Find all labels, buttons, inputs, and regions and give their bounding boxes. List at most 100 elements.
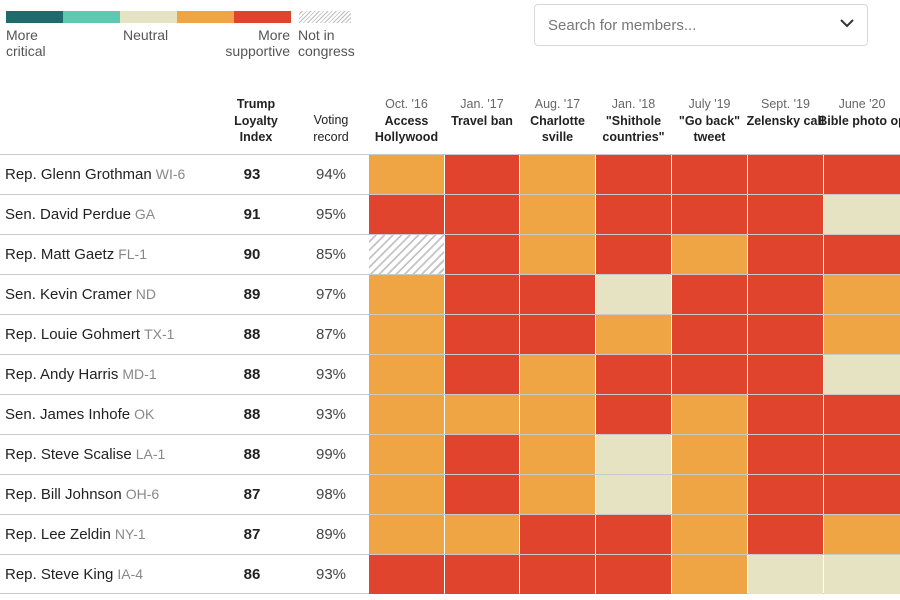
legend-swatch-neutral (120, 11, 177, 23)
rating-cell-more-supportive[interactable] (596, 155, 671, 194)
search-input[interactable] (546, 15, 839, 35)
table-row[interactable]: Rep. Louie Gohmert TX-1 88 87% (0, 314, 900, 354)
rating-cell-supportive[interactable] (596, 315, 671, 354)
rating-cell-more-supportive[interactable] (824, 155, 900, 194)
rating-cell-supportive[interactable] (672, 515, 747, 554)
chevron-down-icon[interactable] (839, 16, 855, 34)
rating-cell-more-supportive[interactable] (596, 355, 671, 394)
rating-cell-supportive[interactable] (369, 475, 444, 514)
rating-cell-more-supportive[interactable] (445, 235, 519, 274)
table-row[interactable]: Rep. Matt Gaetz FL-1 90 85% (0, 234, 900, 274)
rating-cell-more-supportive[interactable] (748, 275, 823, 314)
rating-cell-more-supportive[interactable] (748, 155, 823, 194)
rating-cell-more-supportive[interactable] (748, 355, 823, 394)
rating-cell-more-supportive[interactable] (445, 155, 519, 194)
rating-cell-supportive[interactable] (520, 155, 595, 194)
rating-cell-supportive[interactable] (520, 435, 595, 474)
rating-cell-neutral[interactable] (596, 275, 671, 314)
rating-cell-supportive[interactable] (520, 195, 595, 234)
rating-cell-supportive[interactable] (672, 555, 747, 594)
rating-cell-more-supportive[interactable] (445, 355, 519, 394)
rating-cell-more-supportive[interactable] (748, 435, 823, 474)
rating-cell-supportive[interactable] (520, 235, 595, 274)
rating-cell-neutral[interactable] (824, 355, 900, 394)
rating-cell-more-supportive[interactable] (672, 275, 747, 314)
table-row[interactable]: Sen. Kevin Cramer ND 89 97% (0, 274, 900, 314)
rating-cell-more-supportive[interactable] (520, 515, 595, 554)
table-row[interactable]: Rep. Lee Zeldin NY-1 87 89% (0, 514, 900, 554)
rating-cell-more-supportive[interactable] (445, 435, 519, 474)
rating-cell-more-supportive[interactable] (596, 395, 671, 434)
rating-cell-neutral[interactable] (596, 475, 671, 514)
loyalty-index-value: 88 (243, 406, 261, 423)
rating-cell-more-supportive[interactable] (445, 195, 519, 234)
rating-cell-supportive[interactable] (369, 275, 444, 314)
rating-cell-not-in-congress[interactable] (369, 235, 444, 274)
rating-cell-more-supportive[interactable] (748, 195, 823, 234)
rating-cell-supportive[interactable] (369, 395, 444, 434)
rating-cell-more-supportive[interactable] (520, 275, 595, 314)
rating-cell-more-supportive[interactable] (824, 395, 900, 434)
rating-cell-neutral[interactable] (824, 555, 900, 594)
rating-cell-more-supportive[interactable] (672, 355, 747, 394)
rating-cell-more-supportive[interactable] (748, 515, 823, 554)
member-name-cell: Rep. Steve King IA-4 (5, 566, 143, 583)
rating-cell-more-supportive[interactable] (596, 515, 671, 554)
rating-cell-more-supportive[interactable] (369, 195, 444, 234)
rating-cell-neutral[interactable] (824, 195, 900, 234)
member-name: Rep. Matt Gaetz (5, 246, 115, 263)
rating-cell-more-supportive[interactable] (748, 235, 823, 274)
rating-cell-supportive[interactable] (672, 475, 747, 514)
rating-cell-more-supportive[interactable] (445, 315, 519, 354)
table-row[interactable]: Sen. James Inhofe OK 88 93% (0, 394, 900, 434)
rating-cell-supportive[interactable] (520, 395, 595, 434)
rating-cell-more-supportive[interactable] (748, 395, 823, 434)
rating-cell-supportive[interactable] (369, 315, 444, 354)
rating-cell-supportive[interactable] (824, 515, 900, 554)
member-name-cell: Sen. Kevin Cramer ND (5, 286, 156, 303)
rating-cell-more-supportive[interactable] (748, 315, 823, 354)
rating-cell-more-supportive[interactable] (445, 275, 519, 314)
rating-cell-supportive[interactable] (445, 395, 519, 434)
table-row[interactable]: Rep. Andy Harris MD-1 88 93% (0, 354, 900, 394)
rating-cell-supportive[interactable] (672, 435, 747, 474)
rating-cell-more-supportive[interactable] (824, 435, 900, 474)
table-row[interactable]: Rep. Steve King IA-4 86 93% (0, 554, 900, 594)
rating-cell-more-supportive[interactable] (445, 555, 519, 594)
rating-cell-more-supportive[interactable] (520, 315, 595, 354)
member-search-dropdown[interactable] (534, 4, 868, 46)
table-row[interactable]: Sen. David Perdue GA 91 95% (0, 194, 900, 234)
rating-cell-more-supportive[interactable] (596, 195, 671, 234)
rating-cell-supportive[interactable] (369, 155, 444, 194)
column-header-event-5: Sept. '19 Zelensky call (742, 96, 829, 129)
rating-cell-supportive[interactable] (369, 435, 444, 474)
rating-cell-supportive[interactable] (824, 275, 900, 314)
rating-cell-more-supportive[interactable] (824, 235, 900, 274)
member-district: NY-1 (114, 526, 146, 542)
table-row[interactable]: Rep. Bill Johnson OH-6 87 98% (0, 474, 900, 514)
rating-cell-more-supportive[interactable] (672, 195, 747, 234)
rating-cell-more-supportive[interactable] (672, 155, 747, 194)
rating-cell-more-supportive[interactable] (445, 475, 519, 514)
rating-cell-more-supportive[interactable] (824, 475, 900, 514)
rating-cell-more-supportive[interactable] (748, 475, 823, 514)
rating-cell-more-supportive[interactable] (596, 235, 671, 274)
rating-cell-more-supportive[interactable] (520, 555, 595, 594)
rating-cell-supportive[interactable] (445, 515, 519, 554)
rating-cell-more-supportive[interactable] (672, 315, 747, 354)
rating-cell-neutral[interactable] (748, 555, 823, 594)
rating-cell-neutral[interactable] (596, 435, 671, 474)
member-district: IA-4 (117, 566, 144, 582)
rating-cell-supportive[interactable] (520, 475, 595, 514)
rating-cell-supportive[interactable] (369, 515, 444, 554)
rating-cell-supportive[interactable] (369, 355, 444, 394)
table-row[interactable]: Rep. Steve Scalise LA-1 88 99% (0, 434, 900, 474)
table-row[interactable]: Rep. Glenn Grothman WI-6 93 94% (0, 154, 900, 194)
rating-cell-supportive[interactable] (824, 315, 900, 354)
rating-cell-supportive[interactable] (520, 355, 595, 394)
rating-cell-more-supportive[interactable] (369, 555, 444, 594)
rating-cell-supportive[interactable] (672, 235, 747, 274)
rating-cell-more-supportive[interactable] (596, 555, 671, 594)
rating-cell-supportive[interactable] (672, 395, 747, 434)
member-name-cell: Rep. Matt Gaetz FL-1 (5, 246, 147, 263)
